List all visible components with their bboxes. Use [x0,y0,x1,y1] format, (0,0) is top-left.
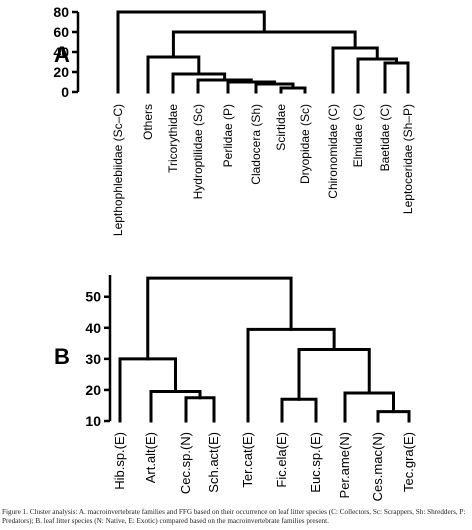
leaf-label: Fic.ela(E) [274,432,289,488]
dendrogram-link [280,397,318,423]
panel-a-letter: A [54,42,70,67]
panel-a-y-axis: 0 20 40 60 80 [53,4,80,100]
panel-a-leaf-labels: Lepthophlebiidae (Sc–C) Others Tricorythid… [111,104,415,236]
panel-b-dendrogram [118,276,411,423]
dendrogram-link [171,30,357,59]
leaf-label: Leptoceridae (Sh–P) [401,104,415,214]
cluster-figure: A 0 20 40 60 80 Lepthophlebiidae (Sc–C) Other… [53,4,416,501]
panel-b-y-axis: 10 20 30 40 50 [85,275,112,429]
leaf-label: Ces.mac(N) [370,432,385,501]
y-tick-label: 0 [61,84,69,100]
y-tick-label: 10 [85,413,101,429]
y-tick-label: 40 [53,44,69,60]
dendrogram-link [116,10,266,94]
dendrogram-link [184,396,216,423]
y-tick-label: 80 [53,4,69,20]
leaf-label: Per.ame(N) [337,432,352,498]
dendrogram-link [383,61,410,94]
leaf-label: Cladocera (Sh) [249,104,263,185]
leaf-label: Euc.sp.(E) [308,432,323,493]
panel-b-leaf-labels: Hib.sp.(E) Art.alt(E) Cec.sp.(N) Sch.act(E)… [112,432,416,501]
figure-caption: Figure 1. Cluster analysis: A. macroinve… [2,508,466,525]
leaf-label: Sch.act(E) [206,432,221,493]
y-tick-label: 20 [85,382,101,398]
y-tick-label: 40 [85,320,101,336]
leaf-label: Hydroptilidae (Sc) [191,104,205,199]
leaf-label: Tec.gra(E) [401,432,416,492]
panel-b-letter: B [54,344,70,369]
leaf-label: Elmidae (C) [351,104,365,167]
leaf-label: Ter.cat(E) [240,432,255,488]
leaf-label: Others [141,104,155,140]
leaf-label: Dryopidae (Sc) [298,104,312,184]
y-tick-label: 50 [85,289,101,305]
dendrogram-link [331,46,379,94]
dendrogram-link [149,389,202,423]
y-tick-label: 20 [53,64,69,80]
leaf-label: Baetidae (C) [378,104,392,171]
dendrogram-link [146,276,293,361]
leaf-label: Tricorythidae [166,104,180,173]
dendrogram-link [343,391,395,423]
leaf-label: Scirtidae [274,104,288,151]
leaf-label: Lepthophlebiidae (Sc–C) [111,104,125,236]
y-tick-label: 30 [85,351,101,367]
y-tick-label: 60 [53,24,69,40]
dendrogram-link [118,357,177,423]
panel-a-dendrogram [116,10,410,94]
leaf-label: Chironomidae (C) [326,104,340,199]
leaf-label: Hib.sp.(E) [112,432,127,490]
leaf-label: Art.alt(E) [143,432,158,483]
leaf-label: Cec.sp.(N) [178,432,193,494]
leaf-label: Perlidae (P) [221,104,235,167]
dendrogram-link [246,327,336,423]
